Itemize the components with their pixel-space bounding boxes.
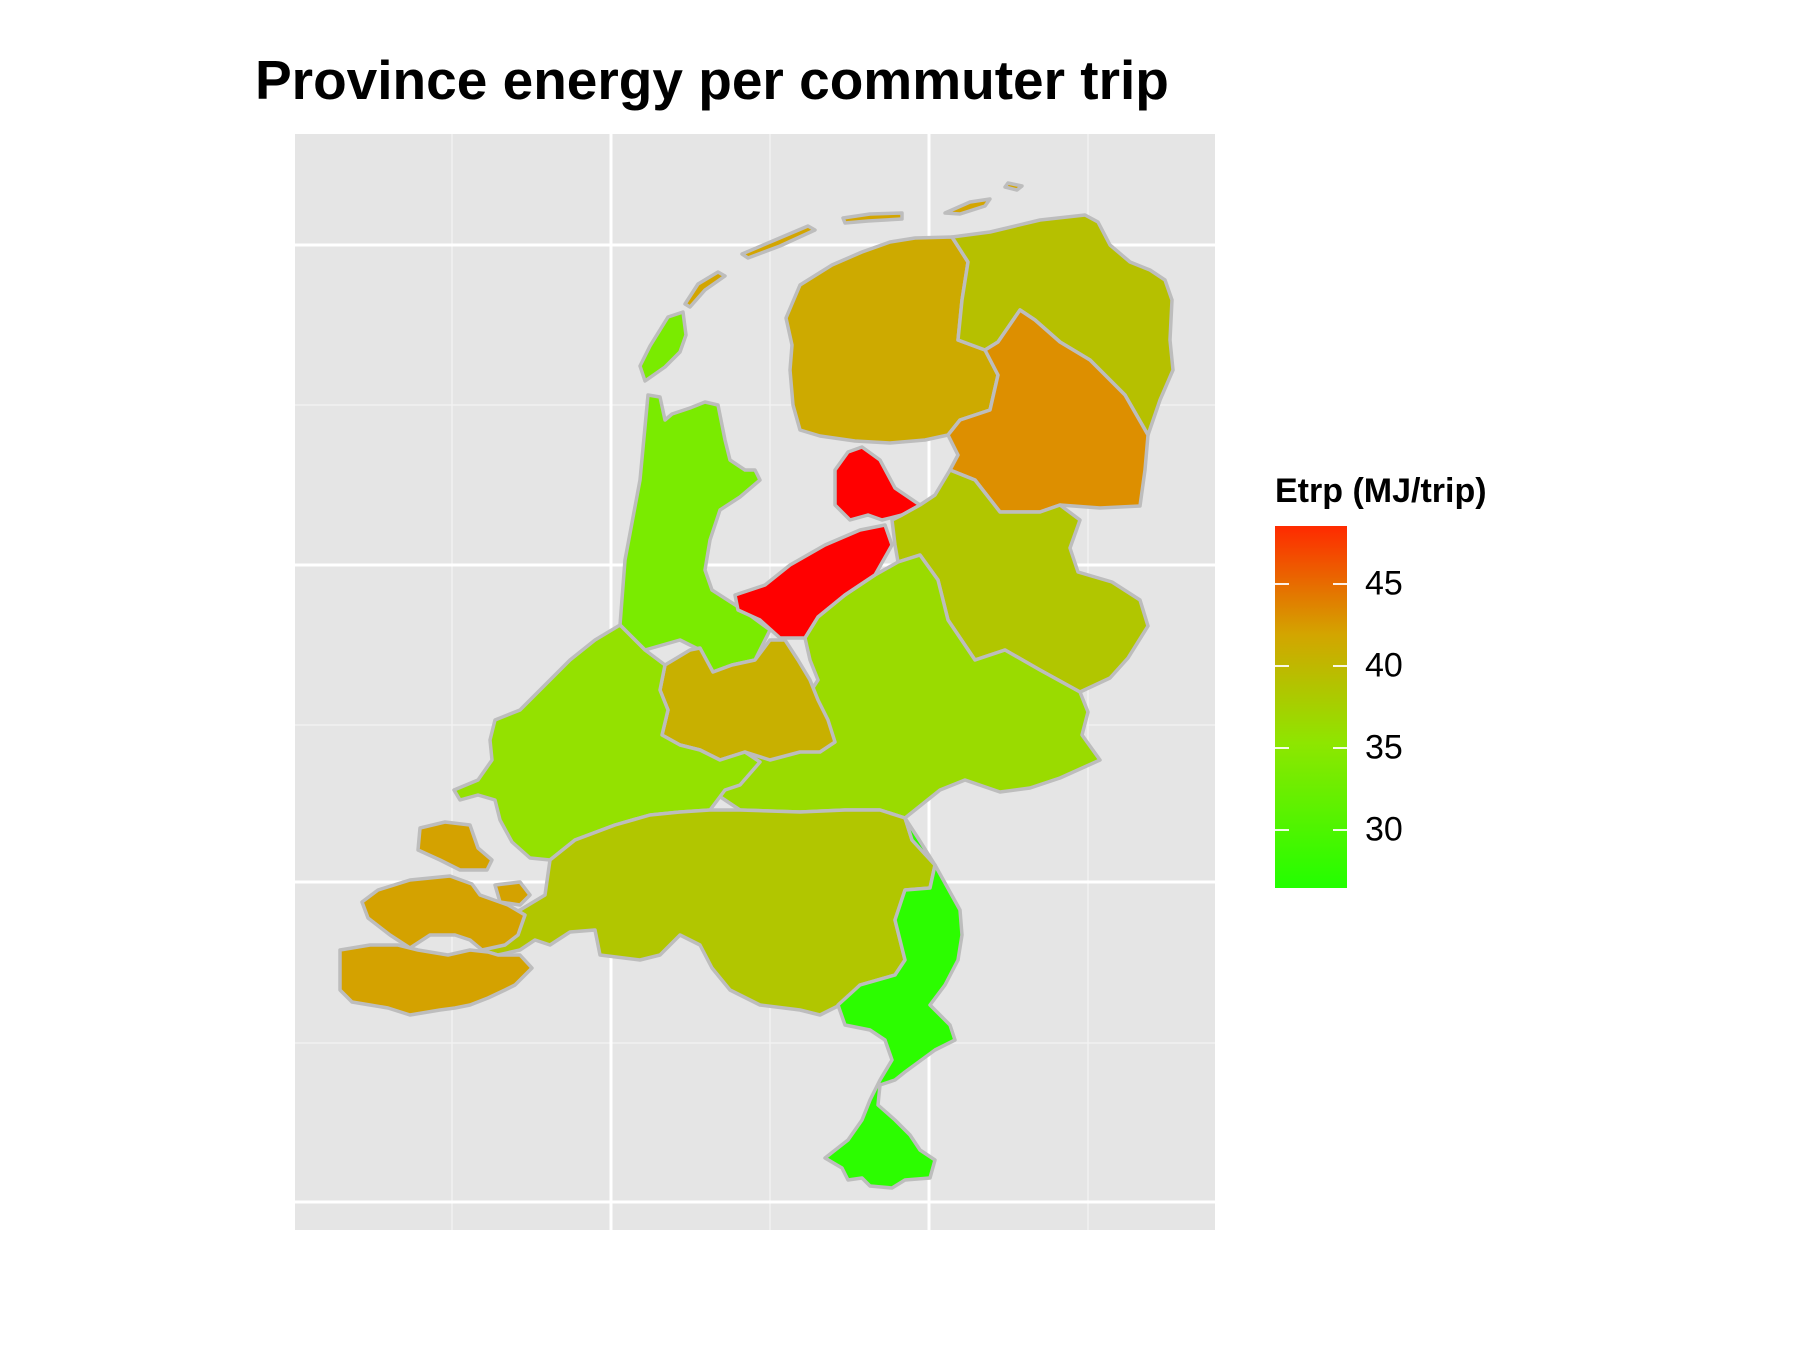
legend-tick-label: 45 xyxy=(1365,564,1403,603)
legend-colorbar xyxy=(1275,526,1347,888)
region-flevoland-south xyxy=(733,523,894,640)
region-limburg xyxy=(823,816,964,1190)
region-zeeland-1 xyxy=(416,820,494,872)
legend-tick-label: 35 xyxy=(1365,728,1403,767)
legend-title: Etrp (MJ/trip) xyxy=(1275,472,1487,510)
region-wadden-4 xyxy=(1003,181,1024,192)
region-noord-holland xyxy=(618,393,772,674)
region-noord-brabant xyxy=(480,808,937,1017)
legend-tick-label: 30 xyxy=(1365,810,1403,849)
legend-tick-label: 40 xyxy=(1365,646,1403,685)
legend: Etrp (MJ/trip) 45 40 35 30 xyxy=(1275,472,1575,902)
region-flevoland-north xyxy=(833,445,922,522)
region-zeeland-2 xyxy=(360,874,527,952)
region-wadden-2 xyxy=(841,211,904,225)
region-wadden-3 xyxy=(943,197,992,216)
region-wadden-5 xyxy=(683,270,727,309)
region-zeeland-4 xyxy=(338,943,534,1017)
map-title: Province energy per commuter trip xyxy=(255,49,1169,111)
region-texel xyxy=(638,310,688,383)
provinces xyxy=(338,181,1175,1190)
region-zeeland-3 xyxy=(493,880,532,907)
region-wadden-1 xyxy=(740,224,817,260)
